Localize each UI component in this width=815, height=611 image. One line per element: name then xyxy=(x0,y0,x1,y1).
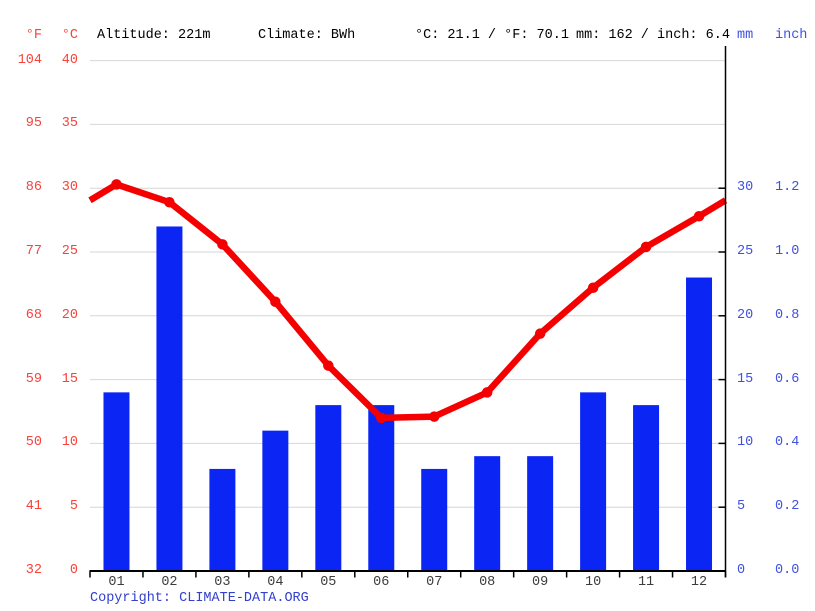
altitude-label: Altitude: 221m xyxy=(97,28,211,43)
precip-bar[interactable] xyxy=(315,405,342,571)
month-label: 02 xyxy=(161,575,178,590)
mm-axis-label: 0 xyxy=(737,563,746,578)
temp-point[interactable] xyxy=(111,179,122,190)
precip-bar[interactable] xyxy=(103,392,130,571)
temp-point[interactable] xyxy=(640,241,652,253)
mm-axis-label: 5 xyxy=(737,499,746,515)
month-label: 12 xyxy=(690,575,708,590)
mm-axis-label: 25 xyxy=(737,244,754,259)
precip-bar[interactable] xyxy=(474,456,501,571)
month-label: 11 xyxy=(637,575,655,590)
temp-point[interactable] xyxy=(481,387,493,398)
c-axis-label: 15 xyxy=(61,371,78,387)
c-axis-label: 30 xyxy=(61,180,78,196)
inch-axis-label: 0.8 xyxy=(775,307,800,323)
temp-point[interactable] xyxy=(217,239,228,250)
temp-point[interactable] xyxy=(693,211,705,222)
temp-point[interactable] xyxy=(428,411,440,422)
c-axis-label: 40 xyxy=(61,52,78,68)
temp-point[interactable] xyxy=(534,328,546,339)
month-label: 09 xyxy=(532,575,549,590)
climate-class-label: Climate: BWh xyxy=(258,28,356,43)
f-axis-label: 104 xyxy=(17,52,42,68)
mm-axis-label: 30 xyxy=(737,180,754,196)
precip-bar[interactable] xyxy=(262,430,289,571)
fahrenheit-axis-title: °F xyxy=(25,28,42,43)
f-axis-label: 86 xyxy=(25,180,42,196)
mm-axis-label: 10 xyxy=(737,435,754,451)
month-label: 01 xyxy=(108,575,125,590)
precip-bar[interactable] xyxy=(686,277,713,571)
f-axis-label: 95 xyxy=(25,116,42,132)
temp-point[interactable] xyxy=(270,296,281,308)
mm-axis-label: 15 xyxy=(737,371,754,387)
inch-axis-title: inch xyxy=(775,28,808,43)
avg-temperature-label: °C: 21.1 / °F: 70.1 xyxy=(415,28,569,43)
precip-bar[interactable] xyxy=(633,405,660,571)
month-label: 04 xyxy=(267,575,284,590)
inch-axis-label: 0.6 xyxy=(775,371,800,387)
temp-point[interactable] xyxy=(587,282,599,293)
inch-axis-label: 0.0 xyxy=(775,563,800,578)
celsius-axis-title: °C xyxy=(61,28,78,43)
f-axis-label: 59 xyxy=(25,371,42,387)
mm-axis-title: mm xyxy=(737,28,754,43)
month-label: 10 xyxy=(584,575,602,590)
precip-bar[interactable] xyxy=(368,405,395,571)
c-axis-label: 10 xyxy=(61,435,78,451)
inch-axis-label: 1.2 xyxy=(775,180,800,196)
temp-point[interactable] xyxy=(376,412,387,424)
f-axis-label: 41 xyxy=(25,499,42,515)
precip-bar[interactable] xyxy=(209,468,236,571)
month-label: 08 xyxy=(479,575,496,590)
f-axis-label: 68 xyxy=(25,307,42,323)
c-axis-label: 5 xyxy=(69,499,78,515)
copyright: Copyright: CLIMATE-DATA.ORG xyxy=(90,591,309,607)
copyright-prefix: Copyright: xyxy=(90,591,180,606)
month-label: 07 xyxy=(426,575,443,590)
temperature-line xyxy=(88,181,728,422)
precip-bar[interactable] xyxy=(421,468,448,571)
month-label: 03 xyxy=(214,575,231,590)
temp-point[interactable] xyxy=(164,196,175,208)
temp-point[interactable] xyxy=(323,360,334,371)
precip-bar[interactable] xyxy=(156,226,183,572)
c-axis-label: 0 xyxy=(69,563,78,578)
month-label: 05 xyxy=(320,575,337,590)
total-precip-label: mm: 162 / inch: 6.4 xyxy=(576,28,730,43)
precip-bar[interactable] xyxy=(527,456,554,571)
f-axis-label: 50 xyxy=(25,435,42,451)
mm-axis-label: 20 xyxy=(737,307,754,323)
inch-axis-label: 0.2 xyxy=(775,499,800,515)
c-axis-label: 20 xyxy=(61,307,78,323)
c-axis-label: 35 xyxy=(61,116,78,132)
f-axis-label: 77 xyxy=(25,244,42,259)
precip-bar[interactable] xyxy=(580,392,607,571)
month-label: 06 xyxy=(373,575,390,590)
inch-axis-label: 0.4 xyxy=(775,435,800,451)
c-axis-label: 25 xyxy=(61,244,78,259)
f-axis-label: 32 xyxy=(25,563,42,578)
inch-axis-label: 1.0 xyxy=(775,244,800,259)
copyright-link[interactable]: CLIMATE-DATA.ORG xyxy=(179,591,309,606)
